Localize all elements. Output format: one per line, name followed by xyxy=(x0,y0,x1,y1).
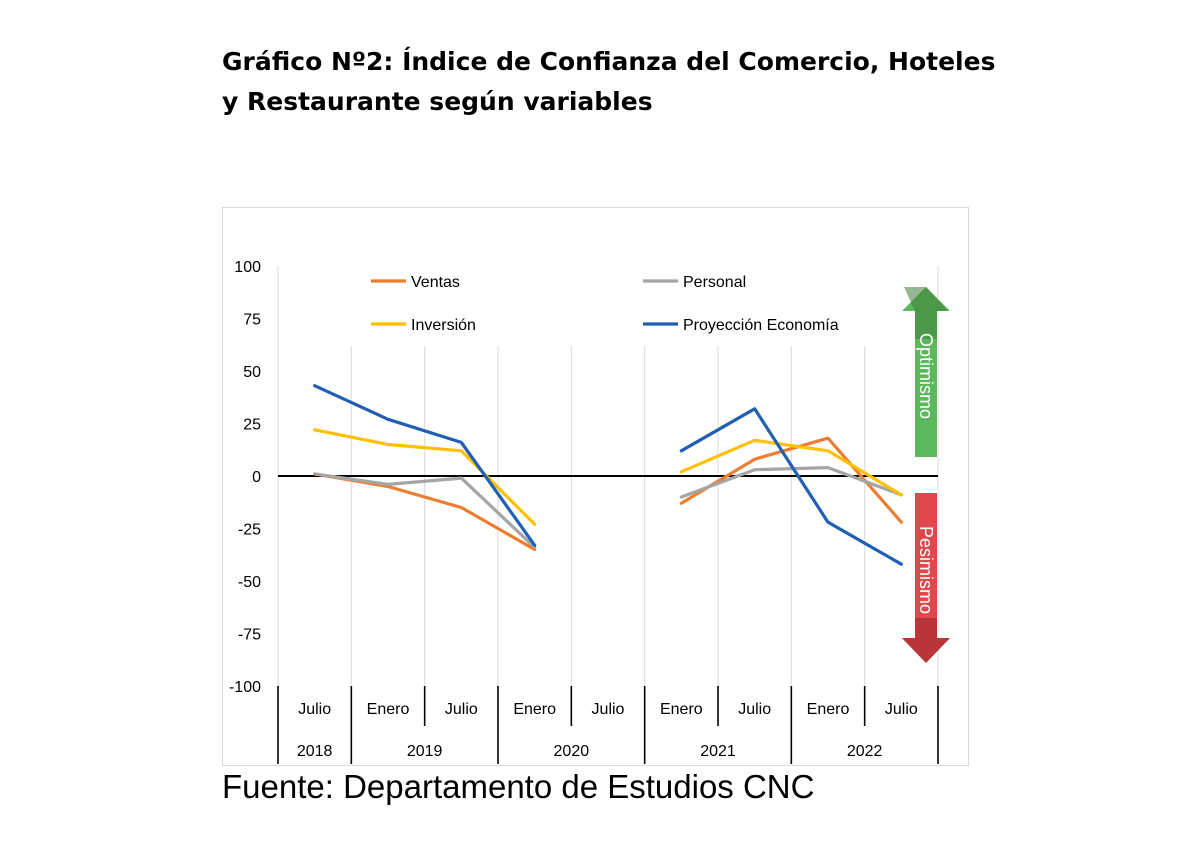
y-tick-label: 100 xyxy=(234,259,261,276)
year-label: 2020 xyxy=(554,743,590,760)
y-tick-label: 75 xyxy=(243,312,261,329)
legend-label: Inversión xyxy=(411,317,476,334)
x-tick-label: Enero xyxy=(660,701,703,718)
legend-label: Proyección Economía xyxy=(683,317,839,334)
y-tick-label: 50 xyxy=(243,364,261,381)
x-tick-label: Julio xyxy=(738,701,771,718)
y-tick-label: -75 xyxy=(238,627,261,644)
y-tick-label: -50 xyxy=(238,574,261,591)
chart-frame: 100 75 50 25 0 -25 -50 -75 -100 Julio Enero Julio En… xyxy=(222,207,969,766)
optimismo-arrow-icon xyxy=(902,287,950,457)
series-line-personal xyxy=(313,472,537,549)
year-label: 2019 xyxy=(407,743,443,760)
year-label: 2021 xyxy=(700,743,736,760)
x-tick-label: Enero xyxy=(807,701,850,718)
y-tick-label: 25 xyxy=(243,417,261,434)
chart-title: Gráfico Nº2: Índice de Confianza del Com… xyxy=(222,42,1002,122)
series-line-inversión xyxy=(313,428,537,526)
x-tick-label: Julio xyxy=(445,701,478,718)
series-line-inversión xyxy=(679,438,903,497)
x-tick-label: Julio xyxy=(298,701,331,718)
optimismo-arrow-head-shade xyxy=(904,287,948,339)
x-tick-label: Enero xyxy=(513,701,556,718)
x-tick-label: Julio xyxy=(885,701,918,718)
pesimismo-label: Pesimismo xyxy=(916,526,936,614)
y-tick-label: -25 xyxy=(238,522,261,539)
x-tick-label: Julio xyxy=(592,701,625,718)
series-line-proyección-economía xyxy=(679,407,903,566)
y-tick-label: -100 xyxy=(229,679,261,696)
year-label: 2018 xyxy=(297,743,333,760)
source-note: Fuente: Departamento de Estudios CNC xyxy=(222,768,815,805)
series-line-proyección-economía xyxy=(313,384,537,547)
pesimismo-arrow-icon xyxy=(902,493,950,663)
series-line-personal xyxy=(679,466,903,499)
legend-label: Personal xyxy=(683,274,746,291)
pesimismo-arrow-head-shade xyxy=(902,618,950,663)
legend-label: Ventas xyxy=(411,274,460,291)
y-tick-label: 0 xyxy=(252,469,261,486)
title-line-2: y Restaurante según variables xyxy=(222,87,653,116)
x-tick-label: Enero xyxy=(367,701,410,718)
optimismo-label: Optimismo xyxy=(916,333,936,419)
title-line-1: Gráfico Nº2: Índice de Confianza del Com… xyxy=(222,47,996,76)
year-label: 2022 xyxy=(847,743,883,760)
line-chart: 100 75 50 25 0 -25 -50 -75 -100 Julio Enero Julio En… xyxy=(229,259,950,764)
